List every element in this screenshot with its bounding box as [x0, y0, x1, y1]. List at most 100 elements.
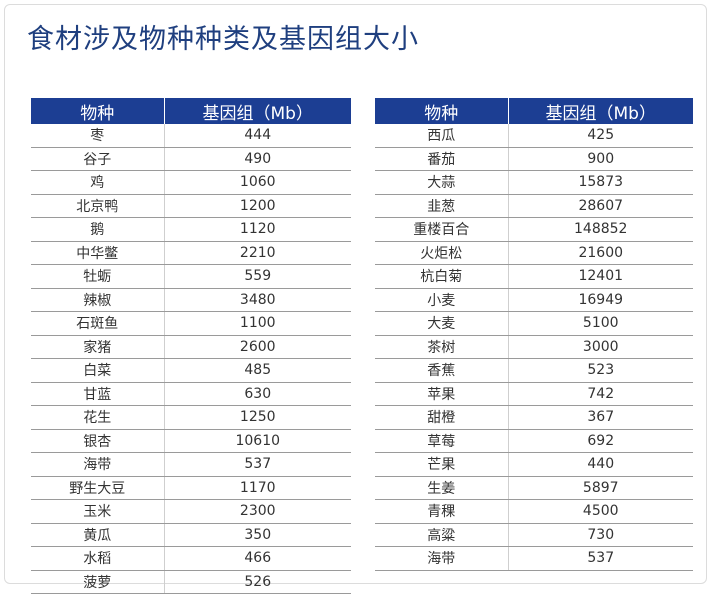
- species-cell: 小麦: [375, 288, 509, 312]
- table-row: 大蒜 15873: [375, 170, 693, 195]
- page-title: 食材涉及物种种类及基因组大小: [27, 24, 419, 55]
- genome-size-cell: 2300: [164, 499, 351, 524]
- genome-size-cell: 5897: [508, 476, 693, 500]
- genome-size-cell: 148852: [508, 217, 693, 242]
- genome-size-cell: 4500: [508, 499, 693, 524]
- column-header-genome: 基因组（Mb）: [508, 98, 693, 124]
- species-cell: 韭葱: [375, 194, 509, 218]
- genome-size-cell: 1170: [164, 476, 351, 500]
- genome-size-cell: 466: [164, 546, 351, 571]
- table-row: 银杏 10610: [31, 429, 351, 453]
- genome-size-cell: 692: [508, 429, 693, 453]
- genome-size-cell: 3480: [164, 288, 351, 312]
- table-row: 高粱 730: [375, 523, 693, 547]
- species-cell: 牡蛎: [31, 264, 165, 289]
- genome-size-cell: 730: [508, 523, 693, 547]
- table-row: 野生大豆 1170: [31, 476, 351, 500]
- species-cell: 海带: [375, 546, 509, 571]
- table-row: 重楼百合 148852: [375, 217, 693, 242]
- genome-size-cell: 3000: [508, 335, 693, 359]
- genome-size-cell: 523: [508, 358, 693, 383]
- column-header-species: 物种: [375, 98, 509, 124]
- table-row: 青稞 4500: [375, 499, 693, 524]
- table-row: 石斑鱼 1100: [31, 311, 351, 336]
- table-row: 韭葱 28607: [375, 194, 693, 218]
- species-cell: 辣椒: [31, 288, 165, 312]
- table-row: 甘蓝 630: [31, 382, 351, 406]
- species-cell: 鸡: [31, 170, 165, 195]
- species-cell: 海带: [31, 452, 165, 477]
- column-header-genome: 基因组（Mb）: [164, 98, 351, 124]
- table-row: 生姜 5897: [375, 476, 693, 500]
- table-row: 家猪 2600: [31, 335, 351, 359]
- genome-size-cell: 537: [164, 452, 351, 477]
- species-cell: 甘蓝: [31, 382, 165, 406]
- genome-size-cell: 630: [164, 382, 351, 406]
- genome-size-cell: 559: [164, 264, 351, 289]
- species-cell: 大麦: [375, 311, 509, 336]
- genome-size-cell: 537: [508, 546, 693, 571]
- species-cell: 重楼百合: [375, 217, 509, 242]
- genome-size-cell: 2600: [164, 335, 351, 359]
- table-row: 草莓 692: [375, 429, 693, 453]
- species-cell: 芒果: [375, 452, 509, 477]
- species-cell: 中华鳖: [31, 241, 165, 265]
- species-cell: 黄瓜: [31, 523, 165, 547]
- genome-size-cell: 1100: [164, 311, 351, 336]
- table-row: 海带 537: [375, 546, 693, 571]
- genome-size-cell: 440: [508, 452, 693, 477]
- genome-size-cell: 444: [164, 124, 351, 148]
- species-cell: 野生大豆: [31, 476, 165, 500]
- species-cell: 谷子: [31, 147, 165, 171]
- table-row: 杭白菊 12401: [375, 264, 693, 289]
- table-row: 辣椒 3480: [31, 288, 351, 312]
- table-header-row: 物种 基因组（Mb）: [31, 98, 351, 124]
- table-row: 香蕉 523: [375, 358, 693, 383]
- genome-size-cell: 15873: [508, 170, 693, 195]
- table-row: 牡蛎 559: [31, 264, 351, 289]
- species-cell: 草莓: [375, 429, 509, 453]
- table-row: 菠萝 526: [31, 570, 351, 594]
- species-cell: 西瓜: [375, 124, 509, 148]
- species-cell: 青稞: [375, 499, 509, 524]
- table-row: 海带 537: [31, 452, 351, 477]
- column-header-species: 物种: [31, 98, 165, 124]
- species-cell: 杭白菊: [375, 264, 509, 289]
- table-header-row: 物种 基因组（Mb）: [375, 98, 693, 124]
- genome-size-cell: 742: [508, 382, 693, 406]
- species-cell: 家猪: [31, 335, 165, 359]
- genome-size-cell: 12401: [508, 264, 693, 289]
- genome-size-cell: 350: [164, 523, 351, 547]
- genome-size-cell: 5100: [508, 311, 693, 336]
- table-row: 黄瓜 350: [31, 523, 351, 547]
- content-frame: 食材涉及物种种类及基因组大小 物种 基因组（Mb） 枣 444 谷子 490 鸡 1060…: [4, 4, 707, 594]
- genome-size-cell: 16949: [508, 288, 693, 312]
- table-row: 大麦 5100: [375, 311, 693, 336]
- table-row: 谷子 490: [31, 147, 351, 171]
- table-row: 小麦 16949: [375, 288, 693, 312]
- table-row: 白菜 485: [31, 358, 351, 383]
- species-cell: 火炬松: [375, 241, 509, 265]
- genome-size-cell: 425: [508, 124, 693, 148]
- table-row: 芒果 440: [375, 452, 693, 477]
- table-row: 西瓜 425: [375, 124, 693, 148]
- species-cell: 北京鸭: [31, 194, 165, 218]
- genome-size-cell: 1120: [164, 217, 351, 242]
- table-row: 番茄 900: [375, 147, 693, 171]
- species-cell: 茶树: [375, 335, 509, 359]
- table-row: 甜橙 367: [375, 405, 693, 430]
- genome-size-cell: 485: [164, 358, 351, 383]
- genome-size-cell: 28607: [508, 194, 693, 218]
- table-row: 苹果 742: [375, 382, 693, 406]
- genome-size-cell: 1060: [164, 170, 351, 195]
- species-cell: 甜橙: [375, 405, 509, 430]
- species-cell: 白菜: [31, 358, 165, 383]
- table-row: 中华鳖 2210: [31, 241, 351, 265]
- species-cell: 水稻: [31, 546, 165, 571]
- table-row: 玉米 2300: [31, 499, 351, 524]
- genome-size-cell: 1250: [164, 405, 351, 430]
- table-row: 鸡 1060: [31, 170, 351, 195]
- species-cell: 花生: [31, 405, 165, 430]
- genome-size-cell: 900: [508, 147, 693, 171]
- genome-size-cell: 367: [508, 405, 693, 430]
